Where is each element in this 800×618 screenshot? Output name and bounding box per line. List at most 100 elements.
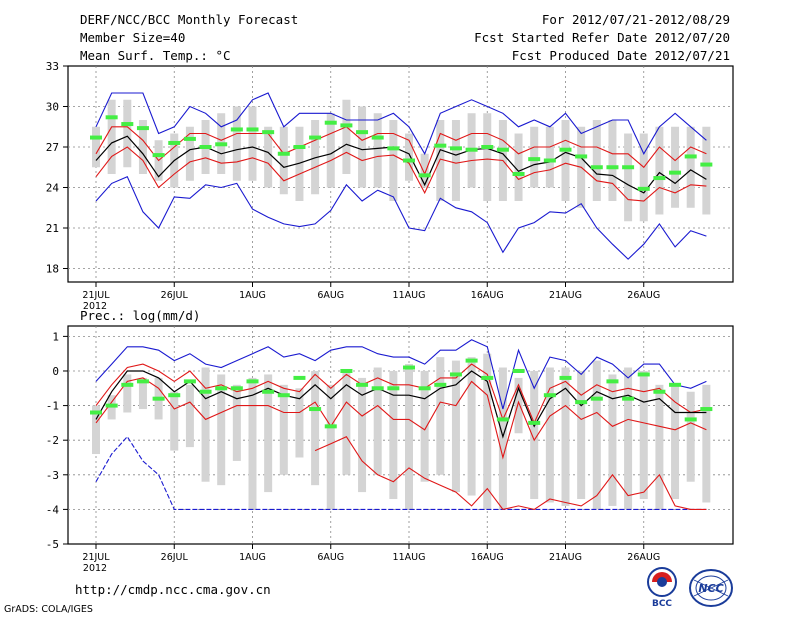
obs-marker: [230, 386, 243, 391]
obs-marker: [262, 130, 275, 135]
obs-marker: [230, 127, 243, 132]
spread-box: [295, 126, 304, 201]
precip-panel-title: Prec.: log(mm/d): [80, 308, 200, 323]
spread-box: [671, 126, 680, 208]
series-line-upper: [95, 126, 707, 176]
obs-marker: [105, 115, 118, 120]
spread-box: [217, 374, 226, 486]
spread-box: [702, 384, 711, 503]
spread-box: [264, 374, 273, 493]
obs-marker: [669, 382, 682, 387]
obs-marker: [293, 145, 306, 149]
obs-marker: [324, 424, 337, 429]
y-tick-label: 27: [46, 141, 59, 154]
spread-box: [232, 384, 241, 461]
obs-marker: [356, 382, 369, 387]
obs-marker: [403, 158, 415, 163]
obs-marker: [371, 386, 384, 391]
y-tick-label: -1: [46, 400, 59, 413]
spread-box: [358, 377, 367, 493]
obs-marker: [496, 147, 509, 152]
spread-box: [608, 120, 617, 201]
obs-marker: [309, 135, 322, 140]
spread-box: [451, 360, 460, 493]
x-tick-label: 6AUG: [317, 290, 344, 301]
spread-box: [420, 153, 429, 188]
x-tick-label: 1AUG: [239, 290, 266, 301]
obs-marker: [481, 375, 494, 380]
obs-marker: [575, 154, 588, 159]
spread-box: [624, 367, 633, 510]
y-tick-label: 0: [52, 365, 59, 378]
series-line-upper: [95, 363, 707, 425]
obs-marker: [168, 393, 181, 398]
spread-box: [608, 374, 617, 506]
spread-box: [279, 126, 288, 195]
source-url[interactable]: http://cmdp.ncc.cma.gov.cn: [75, 582, 271, 597]
y-tick-label: 18: [46, 263, 59, 276]
x-tick-label: 21JUL: [82, 552, 110, 563]
x-tick-label: 26JUL: [161, 290, 189, 301]
obs-marker: [183, 379, 196, 384]
bcc-logo-icon: BCC: [647, 567, 677, 608]
obs-marker: [481, 145, 494, 149]
spread-box: [389, 370, 398, 500]
obs-marker: [637, 372, 650, 377]
spread-box: [671, 384, 680, 500]
y-tick-label: 30: [46, 101, 59, 114]
obs-marker: [512, 172, 525, 176]
x-tick-label: 21JUL: [82, 290, 110, 301]
spread-box: [232, 106, 241, 181]
spread-box: [436, 120, 445, 201]
x-tick-label: 26AUG: [627, 552, 660, 563]
spread-box: [295, 388, 304, 458]
obs-marker: [590, 165, 603, 170]
spread-box: [326, 384, 335, 510]
obs-marker: [293, 375, 306, 380]
spread-box: [577, 370, 586, 500]
spread-box: [170, 391, 179, 451]
obs-marker: [449, 372, 462, 377]
obs-marker: [434, 382, 447, 387]
spread-box: [545, 126, 554, 188]
spread-box: [702, 126, 711, 215]
spread-box: [420, 370, 429, 482]
spread-box: [373, 113, 382, 188]
obs-marker: [684, 154, 697, 159]
temperature-panel: 18 21 24 27 30 33 21JUL 26JUL 1AUG 6AUG 11AUG 16AUG…: [46, 60, 734, 312]
obs-marker: [403, 365, 415, 370]
obs-marker: [246, 127, 259, 132]
obs-marker: [653, 389, 666, 394]
spread-box: [92, 405, 100, 455]
series-line-max: [95, 92, 707, 156]
series-line-min: [95, 175, 707, 260]
spread-box: [358, 106, 367, 188]
obs-marker: [199, 389, 212, 394]
series-line-max: [95, 339, 707, 410]
obs-marker: [622, 396, 635, 401]
obs-marker: [262, 389, 275, 394]
obs-marker: [434, 143, 447, 148]
spread-box: [248, 106, 257, 181]
obs-marker: [277, 393, 290, 398]
spread-box: [123, 99, 132, 168]
spread-box: [279, 384, 288, 475]
spread-box: [686, 391, 695, 482]
ncc-logo-text: NCC: [698, 582, 723, 595]
spread-box: [405, 133, 413, 181]
obs-marker: [418, 386, 431, 391]
y-tick-label: -5: [46, 538, 59, 551]
obs-marker: [246, 379, 259, 384]
spread-box: [311, 370, 320, 486]
spread-box: [311, 120, 320, 195]
spread-box: [201, 367, 210, 482]
obs-marker: [324, 120, 337, 125]
obs-marker: [528, 157, 541, 162]
obs-marker: [215, 142, 228, 147]
plot-frame: [67, 325, 734, 545]
spread-box: [185, 384, 194, 448]
spread-box: [624, 133, 633, 222]
obs-marker: [183, 136, 196, 141]
obs-marker: [465, 358, 478, 363]
